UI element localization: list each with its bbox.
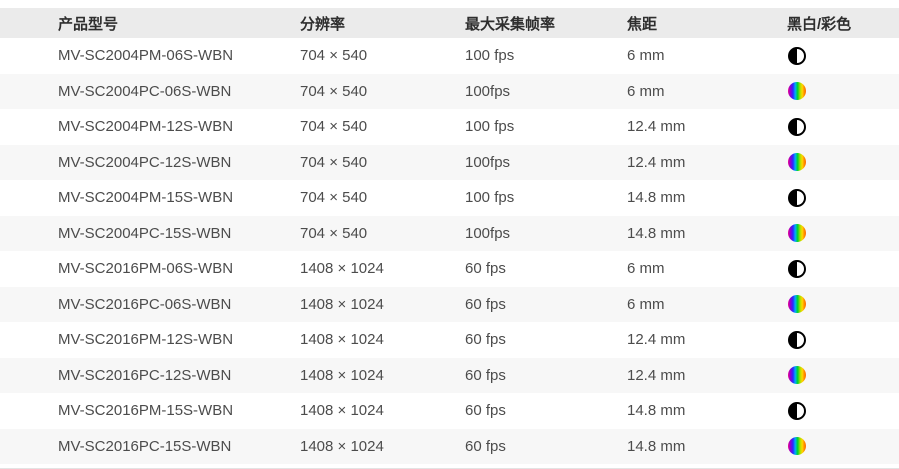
table-row: MV-SC2016PC-06S-WBN 1408 × 1024 60 fps 6… xyxy=(0,286,899,322)
table-row: MV-SC2004PM-06S-WBN 704 × 540 100 fps 6 … xyxy=(0,38,899,74)
rainbow-circle-icon xyxy=(788,224,806,243)
cell-mono-color xyxy=(787,153,899,172)
cell-max-frame-rate: 100 fps xyxy=(465,189,515,207)
table-row: MV-SC2016PC-12S-WBN 1408 × 1024 60 fps 1… xyxy=(0,357,899,393)
cell-focal-length: 14.8 mm xyxy=(627,224,686,242)
half-black-circle-icon xyxy=(788,259,806,278)
bottom-divider xyxy=(0,464,899,469)
cell-product-model: MV-SC2016PC-15S-WBN xyxy=(58,437,232,455)
column-header-product-model: 产品型号 xyxy=(58,15,119,33)
cell-focal-length: 12.4 mm xyxy=(627,366,686,384)
cell-max-frame-rate: 60 fps xyxy=(465,366,506,384)
cell-resolution: 1408 × 1024 xyxy=(300,366,384,384)
cell-resolution: 704 × 540 xyxy=(300,189,368,207)
cell-product-model: MV-SC2016PM-06S-WBN xyxy=(58,260,234,278)
cell-max-frame-rate: 100fps xyxy=(465,224,511,242)
cell-mono-color xyxy=(787,224,899,243)
cell-resolution: 1408 × 1024 xyxy=(300,402,384,420)
cell-product-model: MV-SC2016PC-12S-WBN xyxy=(58,366,232,384)
cell-focal-length: 6 mm xyxy=(627,260,665,278)
cell-mono-color xyxy=(787,366,899,385)
table-row: MV-SC2016PM-15S-WBN 1408 × 1024 60 fps 1… xyxy=(0,393,899,429)
half-black-circle-icon xyxy=(788,188,806,207)
cell-resolution: 1408 × 1024 xyxy=(300,437,384,455)
cell-focal-length: 14.8 mm xyxy=(627,402,686,420)
cell-resolution: 704 × 540 xyxy=(300,47,368,65)
cell-product-model: MV-SC2004PC-15S-WBN xyxy=(58,224,232,242)
half-black-circle-icon xyxy=(788,46,806,65)
cell-product-model: MV-SC2016PC-06S-WBN xyxy=(58,295,232,313)
cell-max-frame-rate: 60 fps xyxy=(465,260,506,278)
table-row: MV-SC2004PM-12S-WBN 704 × 540 100 fps 12… xyxy=(0,109,899,145)
table-row: MV-SC2016PM-12S-WBN 1408 × 1024 60 fps 1… xyxy=(0,322,899,358)
cell-focal-length: 14.8 mm xyxy=(627,189,686,207)
column-header-resolution: 分辨率 xyxy=(300,15,346,33)
half-black-circle-icon xyxy=(788,117,806,136)
rainbow-circle-icon xyxy=(788,366,806,385)
cell-max-frame-rate: 100 fps xyxy=(465,118,515,136)
cell-focal-length: 12.4 mm xyxy=(627,118,686,136)
cell-mono-color xyxy=(787,330,899,349)
rainbow-circle-icon xyxy=(788,82,806,101)
cell-resolution: 1408 × 1024 xyxy=(300,295,384,313)
cell-max-frame-rate: 60 fps xyxy=(465,331,506,349)
cell-resolution: 704 × 540 xyxy=(300,82,368,100)
cell-product-model: MV-SC2004PM-06S-WBN xyxy=(58,47,234,65)
cell-max-frame-rate: 60 fps xyxy=(465,295,506,313)
cell-mono-color xyxy=(787,46,899,65)
table-row: MV-SC2004PC-12S-WBN 704 × 540 100fps 12.… xyxy=(0,144,899,180)
top-spacer xyxy=(0,0,899,8)
table-header-row: 产品型号 分辨率 最大采集帧率 焦距 黑白/彩色 xyxy=(0,8,899,38)
cell-max-frame-rate: 100 fps xyxy=(465,47,515,65)
cell-mono-color xyxy=(787,437,899,456)
cell-max-frame-rate: 60 fps xyxy=(465,437,506,455)
cell-product-model: MV-SC2004PM-15S-WBN xyxy=(58,189,234,207)
column-header-mono-color: 黑白/彩色 xyxy=(787,15,852,33)
cell-focal-length: 14.8 mm xyxy=(627,437,686,455)
cell-focal-length: 6 mm xyxy=(627,47,665,65)
rainbow-circle-icon xyxy=(788,153,806,172)
cell-mono-color xyxy=(787,295,899,314)
cell-product-model: MV-SC2004PM-12S-WBN xyxy=(58,118,234,136)
cell-resolution: 1408 × 1024 xyxy=(300,331,384,349)
table-row: MV-SC2004PC-06S-WBN 704 × 540 100fps 6 m… xyxy=(0,73,899,109)
half-black-circle-icon xyxy=(788,401,806,420)
cell-focal-length: 12.4 mm xyxy=(627,331,686,349)
cell-focal-length: 6 mm xyxy=(627,295,665,313)
table-row: MV-SC2016PM-06S-WBN 1408 × 1024 60 fps 6… xyxy=(0,251,899,287)
cell-product-model: MV-SC2004PC-12S-WBN xyxy=(58,153,232,171)
half-black-circle-icon xyxy=(788,330,806,349)
cell-product-model: MV-SC2016PM-12S-WBN xyxy=(58,331,234,349)
cell-resolution: 704 × 540 xyxy=(300,153,368,171)
cell-mono-color xyxy=(787,188,899,207)
cell-product-model: MV-SC2004PC-06S-WBN xyxy=(58,82,232,100)
cell-resolution: 704 × 540 xyxy=(300,224,368,242)
cell-mono-color xyxy=(787,401,899,420)
table-row: MV-SC2004PC-15S-WBN 704 × 540 100fps 14.… xyxy=(0,215,899,251)
rainbow-circle-icon xyxy=(788,295,806,314)
column-header-max-frame-rate: 最大采集帧率 xyxy=(465,15,556,33)
cell-resolution: 1408 × 1024 xyxy=(300,260,384,278)
table-body: MV-SC2004PM-06S-WBN 704 × 540 100 fps 6 … xyxy=(0,38,899,464)
cell-focal-length: 6 mm xyxy=(627,82,665,100)
table-row: MV-SC2004PM-15S-WBN 704 × 540 100 fps 14… xyxy=(0,180,899,216)
table-row: MV-SC2016PC-15S-WBN 1408 × 1024 60 fps 1… xyxy=(0,428,899,464)
cell-mono-color xyxy=(787,82,899,101)
cell-max-frame-rate: 100fps xyxy=(465,153,511,171)
cell-mono-color xyxy=(787,259,899,278)
cell-focal-length: 12.4 mm xyxy=(627,153,686,171)
cell-resolution: 704 × 540 xyxy=(300,118,368,136)
cell-product-model: MV-SC2016PM-15S-WBN xyxy=(58,402,234,420)
rainbow-circle-icon xyxy=(788,437,806,456)
cell-mono-color xyxy=(787,117,899,136)
column-header-focal-length: 焦距 xyxy=(627,15,658,33)
cell-max-frame-rate: 60 fps xyxy=(465,402,506,420)
cell-max-frame-rate: 100fps xyxy=(465,82,511,100)
